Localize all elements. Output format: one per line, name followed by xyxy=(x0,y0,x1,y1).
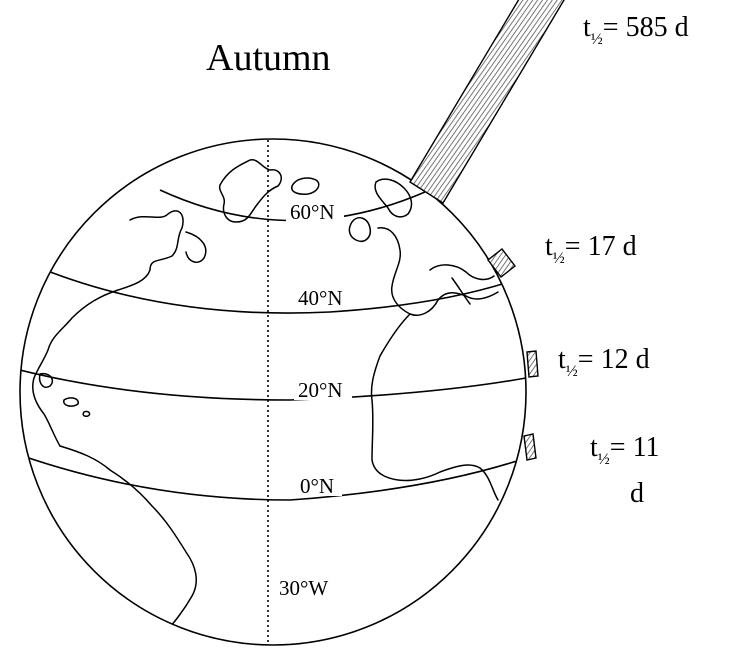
latitude-label-0n: 0°N xyxy=(300,474,334,498)
scandinavia-coast xyxy=(374,178,413,218)
latitude-label-60n: 60°N xyxy=(290,200,335,224)
diagram-title: Autumn xyxy=(206,37,331,79)
hudson-coast xyxy=(185,231,207,263)
latitude-labels: 60°N 40°N 20°N 0°N 30°W xyxy=(276,198,352,600)
half-life-bar-585d xyxy=(409,0,565,204)
greenland-coast xyxy=(218,159,282,223)
europe-coast xyxy=(377,227,499,316)
latitude-line-40n xyxy=(39,267,516,314)
half-life-label-11d-unit: d xyxy=(630,478,644,509)
africa-coast xyxy=(370,313,499,501)
iceland-coast xyxy=(291,177,320,195)
half-life-bar-11d xyxy=(523,433,537,461)
mediterranean-coast xyxy=(429,264,495,281)
caribbean-island xyxy=(82,410,91,417)
globe-outline xyxy=(19,138,527,646)
meridian-label-30w: 30°W xyxy=(279,576,328,600)
half-life-label-17d: t½= 17 d xyxy=(545,231,637,267)
north-america-coast xyxy=(32,210,184,447)
half-life-bar-12d xyxy=(526,350,539,378)
latitude-line-0n xyxy=(20,454,526,501)
latitude-label-40n: 40°N xyxy=(298,286,343,310)
florida-coast xyxy=(38,372,54,388)
caribbean-island xyxy=(63,397,79,407)
half-life-label-12d: t½= 12 d xyxy=(558,344,650,380)
half-life-label-11d: t½= 11 xyxy=(590,432,660,468)
latitude-label-20n: 20°N xyxy=(298,378,343,402)
italy-coast xyxy=(451,277,471,305)
coastlines xyxy=(32,159,499,633)
half-life-bar-17d xyxy=(487,248,516,278)
latitude-line-20n xyxy=(20,369,526,401)
half-life-labels: t½= 585 d t½= 17 d t½= 12 d t½= 11 d xyxy=(545,12,689,509)
half-life-bars xyxy=(409,0,565,461)
half-life-label-585d: t½= 585 d xyxy=(583,12,689,48)
globe: 60°N 40°N 20°N 0°N 30°W xyxy=(19,138,527,646)
south-america-coast xyxy=(59,445,198,633)
british-isles-coast xyxy=(348,217,372,242)
